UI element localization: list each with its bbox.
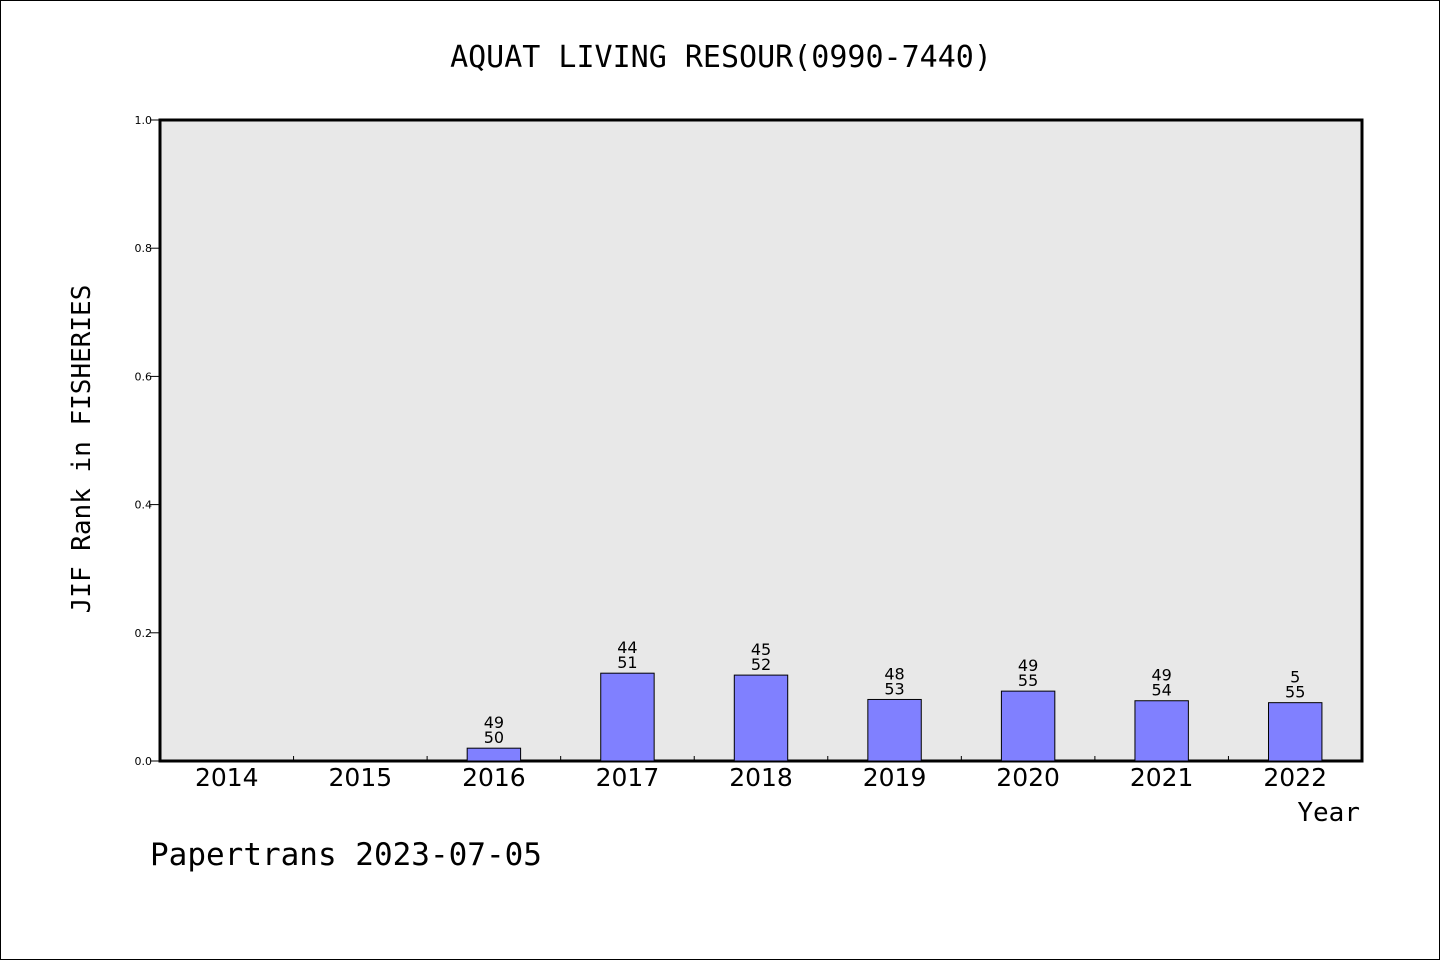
bar: [466, 747, 522, 762]
bar-label-rank: 44: [617, 638, 637, 657]
x-tick-label: 2014: [195, 763, 259, 792]
bar-label-total: 51: [617, 653, 637, 672]
x-tick-label: 2015: [329, 763, 393, 792]
bar: [1268, 702, 1323, 762]
bar: [1000, 690, 1056, 762]
y-tick-label: 1.0: [135, 114, 153, 127]
chart-title: AQUAT LIVING RESOUR(0990-7440): [450, 40, 992, 75]
bar-label-total: 50: [484, 728, 504, 747]
bar: [1134, 700, 1189, 762]
bar-label-total: 55: [1018, 671, 1038, 690]
x-axis-label: Year: [1297, 798, 1360, 828]
bar-label-total: 54: [1151, 681, 1171, 700]
y-tick-label: 0.4: [135, 499, 153, 512]
bar: [867, 698, 922, 762]
footer-text: Papertrans 2023-07-05: [150, 837, 542, 873]
bar-label-rank: 49: [1018, 656, 1038, 675]
bar-label-rank: 48: [884, 664, 904, 683]
bar-label-rank: 49: [1151, 666, 1171, 685]
bar-label-total: 53: [884, 679, 904, 698]
y-tick-label: 0.8: [135, 242, 153, 255]
x-tick-label: 2017: [596, 763, 660, 792]
bars: [466, 672, 1323, 762]
x-tick-label: 2020: [996, 763, 1060, 792]
bar-label-total: 52: [751, 655, 771, 674]
x-axis: 2014 2015 2016 2017 2018 2019 2020 2021 2022: [195, 756, 1327, 792]
x-tick-label: 2019: [863, 763, 927, 792]
bar: [733, 674, 789, 762]
x-tick-label: 2021: [1130, 763, 1194, 792]
x-tick-label: 2022: [1263, 763, 1327, 792]
y-tick-label: 0.2: [135, 627, 153, 640]
bar-label-rank: 5: [1290, 668, 1300, 687]
y-tick-label: 0.0: [135, 755, 153, 768]
y-tick-label: 0.6: [135, 370, 153, 383]
y-axis: 0.0 0.2 0.4 0.6 0.8 1.0: [135, 114, 160, 768]
bar-label-total: 55: [1285, 683, 1305, 702]
bar: [600, 672, 655, 762]
bar-label-rank: 45: [751, 640, 771, 659]
bar-label-rank: 49: [484, 713, 504, 732]
x-tick-label: 2018: [729, 763, 793, 792]
x-tick-label: 2016: [462, 763, 526, 792]
y-axis-label: JIF Rank in FISHERIES: [67, 285, 97, 614]
plot-area: [158, 118, 1364, 763]
